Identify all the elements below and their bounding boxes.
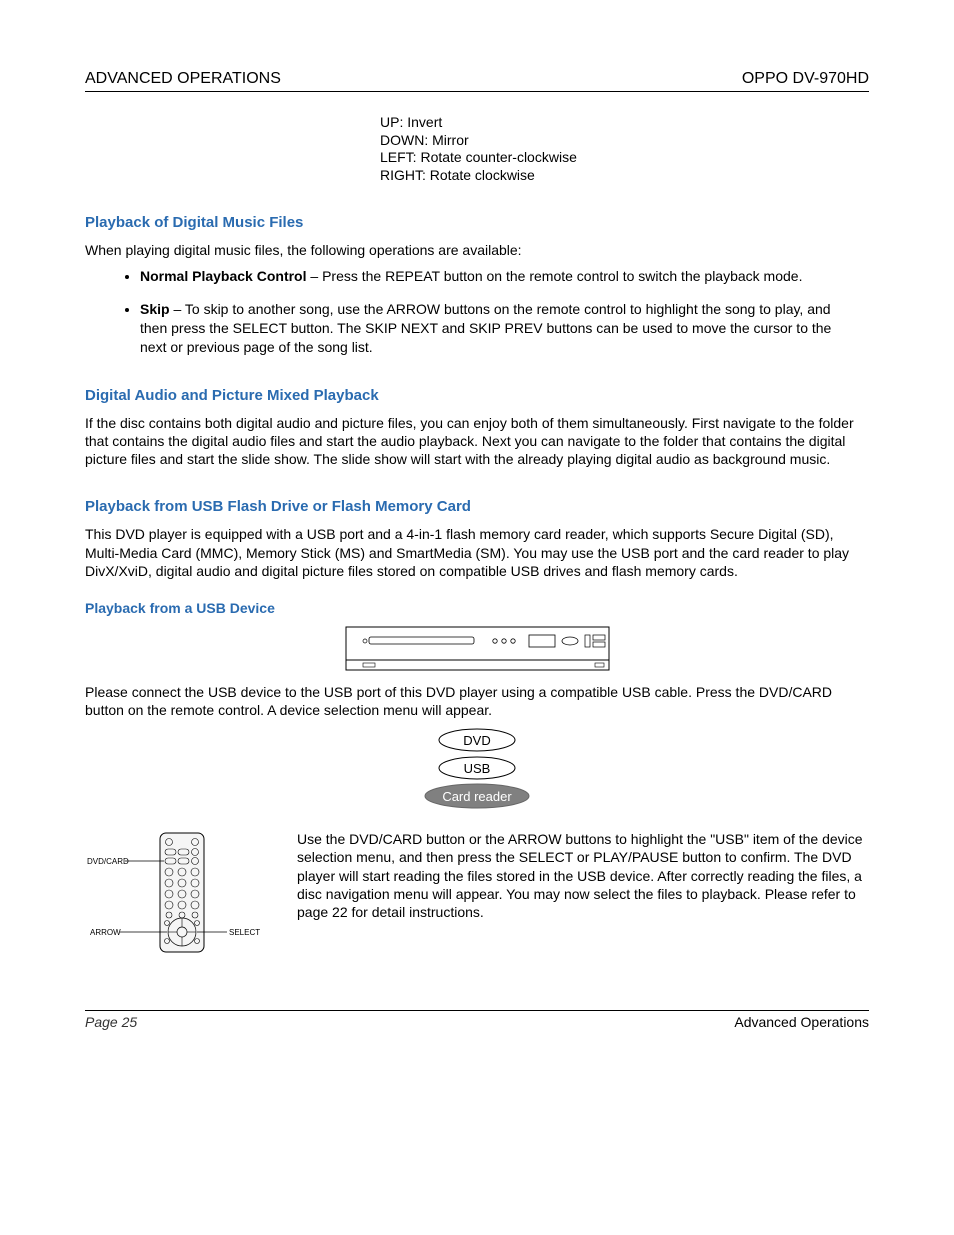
direction-mappings: UP: Invert DOWN: Mirror LEFT: Rotate cou…: [380, 114, 869, 184]
usb-body-text: Use the DVD/CARD button or the ARROW but…: [297, 830, 869, 921]
remote-label-dvdcard: DVD/CARD: [87, 857, 129, 866]
dir-up: UP: Invert: [380, 114, 869, 132]
dir-left: LEFT: Rotate counter-clockwise: [380, 149, 869, 167]
usb-connect-text: Please connect the USB device to the USB…: [85, 683, 869, 719]
usb-intro: This DVD player is equipped with a USB p…: [85, 525, 869, 580]
music-intro: When playing digital music files, the fo…: [85, 241, 869, 259]
item-body: – Press the REPEAT button on the remote …: [307, 268, 803, 284]
remote-instructions-row: DVD/CARD ARROW SELECT Use the DVD/CARD b…: [85, 830, 869, 955]
section-title-music: Playback of Digital Music Files: [85, 214, 869, 231]
section-title-usb: Playback from USB Flash Drive or Flash M…: [85, 498, 869, 515]
dvd-player-front-diagram: [345, 626, 610, 671]
menu-opt-dvd: DVD: [463, 733, 490, 748]
item-body: – To skip to another song, use the ARROW…: [140, 301, 831, 355]
header-section-name: ADVANCED OPERATIONS: [85, 70, 281, 88]
list-item: Normal Playback Control – Press the REPE…: [140, 267, 869, 286]
header-model: OPPO DV-970HD: [742, 70, 869, 88]
footer-page-number: Page 25: [85, 1014, 137, 1030]
subsection-usb-device: Playback from a USB Device: [85, 600, 869, 616]
menu-opt-usb: USB: [463, 761, 490, 776]
music-operations-list: Normal Playback Control – Press the REPE…: [140, 267, 869, 357]
item-head: Skip: [140, 301, 170, 317]
dir-right: RIGHT: Rotate clockwise: [380, 167, 869, 185]
device-selection-menu: DVD USB Card reader: [405, 727, 550, 812]
page-header: ADVANCED OPERATIONS OPPO DV-970HD: [85, 70, 869, 92]
remote-label-arrow: ARROW: [90, 928, 121, 937]
mixed-body: If the disc contains both digital audio …: [85, 414, 869, 469]
section-title-mixed: Digital Audio and Picture Mixed Playback: [85, 387, 869, 404]
page-footer: Page 25 Advanced Operations: [85, 1010, 869, 1030]
menu-opt-card: Card reader: [442, 789, 512, 804]
dir-down: DOWN: Mirror: [380, 132, 869, 150]
item-head: Normal Playback Control: [140, 268, 307, 284]
remote-label-select: SELECT: [229, 928, 260, 937]
footer-section: Advanced Operations: [734, 1014, 869, 1030]
list-item: Skip – To skip to another song, use the …: [140, 300, 869, 357]
remote-control-diagram: DVD/CARD ARROW SELECT: [85, 830, 265, 955]
